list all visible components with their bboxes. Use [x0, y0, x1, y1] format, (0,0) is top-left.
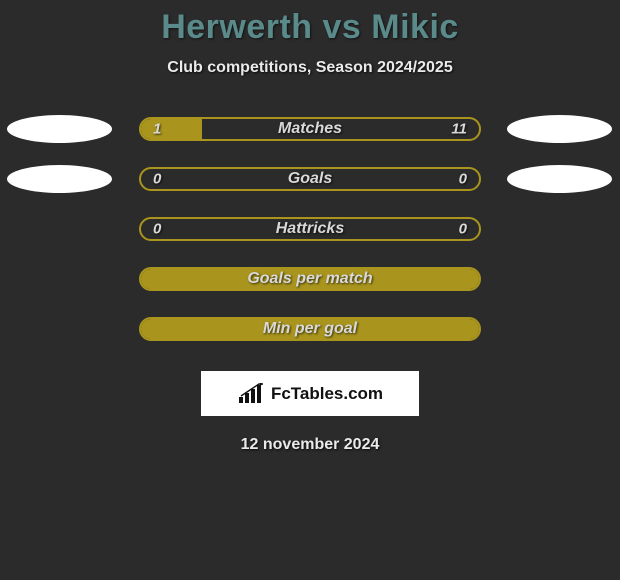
stat-left-value: 1: [153, 121, 161, 138]
right-avatar-slot: [501, 115, 613, 143]
stat-row: 0 Hattricks 0: [7, 215, 613, 243]
stat-left-value: 0: [153, 171, 161, 188]
stat-bar: Min per goal: [139, 317, 481, 341]
page-title: Herwerth vs Mikic: [161, 8, 459, 47]
stats-list: 1 Matches 11 0 Goals 0 0 Hattricks 0 Goals per ma…: [7, 115, 613, 365]
stat-bar: 0 Goals 0: [139, 167, 481, 191]
subtitle: Club competitions, Season 2024/2025: [167, 59, 452, 77]
stat-bar: Goals per match: [139, 267, 481, 291]
stat-row: 0 Goals 0: [7, 165, 613, 193]
stat-bar: 1 Matches 11: [139, 117, 481, 141]
brand-text: FcTables.com: [271, 384, 383, 404]
date-text: 12 november 2024: [241, 436, 380, 454]
stat-label: Min per goal: [263, 320, 357, 338]
stat-label: Matches: [278, 120, 342, 138]
right-avatar-slot: [501, 165, 613, 193]
left-avatar-slot: [7, 115, 119, 143]
stat-right-value: 0: [459, 171, 467, 188]
brand-badge[interactable]: FcTables.com: [201, 371, 419, 416]
left-avatar-slot: [7, 165, 119, 193]
stat-label: Goals: [288, 170, 332, 188]
avatar: [507, 115, 612, 143]
stat-right-value: 11: [451, 121, 467, 138]
stat-row: Min per goal: [7, 315, 613, 343]
stat-row: 1 Matches 11: [7, 115, 613, 143]
stat-bar: 0 Hattricks 0: [139, 217, 481, 241]
stat-right-value: 0: [459, 221, 467, 238]
avatar: [7, 115, 112, 143]
stat-label: Hattricks: [276, 220, 344, 238]
avatar: [507, 165, 612, 193]
stat-left-value: 0: [153, 221, 161, 238]
stat-row: Goals per match: [7, 265, 613, 293]
avatar: [7, 165, 112, 193]
chart-icon: [237, 383, 265, 405]
stat-label: Goals per match: [247, 270, 372, 288]
